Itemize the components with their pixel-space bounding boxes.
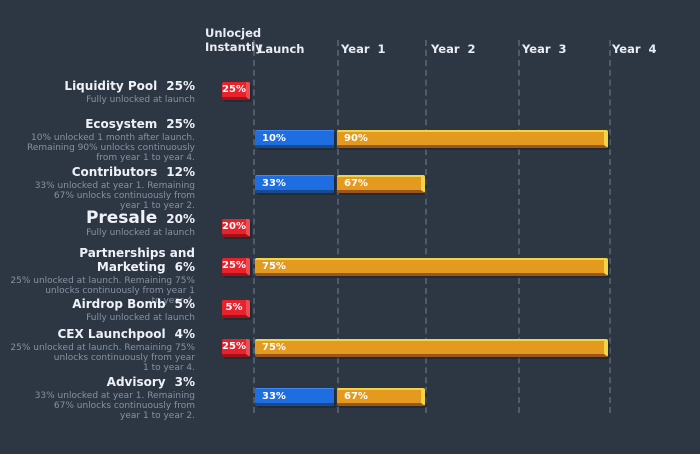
row-title: Presale 20% <box>0 208 195 228</box>
column-header-unlocked-instantly: Unlocjed Instantly <box>205 26 263 54</box>
bar-orange: 75% <box>255 258 608 276</box>
row-label: CEX Launchpool 4% 25% unlocked at launch. … <box>0 327 195 373</box>
row-description: Fully unlocked at launch <box>86 228 195 238</box>
row-name: Contributors <box>71 165 158 179</box>
row-description: Fully unlocked at launch <box>86 313 195 323</box>
bar-orange: 67% <box>337 388 425 406</box>
row-description: 33% unlocked at year 1. Remaining 67% un… <box>34 391 195 421</box>
row-title: Ecosystem 25% <box>0 117 195 131</box>
row-percent: 6% <box>174 260 195 274</box>
bar-value-label: 5% <box>225 302 243 313</box>
bar-red: 5% <box>222 300 250 318</box>
row-label: Contributors 12% 33% unlocked at year 1. R… <box>0 165 195 211</box>
row-description: Fully unlocked at launch <box>86 95 195 105</box>
row-title: Advisory 3% <box>0 375 195 389</box>
bar-value-label: 67% <box>344 391 368 402</box>
bar-blue: 33% <box>255 175 334 193</box>
row-label: Partnerships and Marketing 6% 25% unlocked… <box>0 246 195 306</box>
row-title: CEX Launchpool 4% <box>0 327 196 341</box>
row-title: Partnerships and Marketing 6% <box>0 246 195 274</box>
row-name: Partnerships and Marketing <box>79 246 195 274</box>
row-label: Liquidity Pool 25% Fully unlocked at launc… <box>0 79 195 106</box>
row-description: 25% unlocked at launch. Remaining 75% un… <box>10 276 195 306</box>
row-title: Contributors 12% <box>0 165 195 179</box>
bar-value-label: 75% <box>262 261 286 272</box>
column-header-year-2: Year 2 <box>431 42 476 56</box>
bar-value-label: 67% <box>344 178 368 189</box>
row-description: 10% unlocked 1 month after launch. Remai… <box>27 133 195 163</box>
bar-red: 25% <box>222 82 250 100</box>
row-title: Airdrop Bomb 5% <box>0 297 195 311</box>
column-header-year-1: Year 1 <box>341 42 386 56</box>
bar-orange: 90% <box>337 130 608 148</box>
row-percent: 3% <box>174 375 195 389</box>
bar-value-label: 25% <box>222 341 246 352</box>
row-label: Airdrop Bomb 5% Fully unlocked at launch <box>0 297 195 324</box>
bar-red: 20% <box>222 219 250 237</box>
bar-red: 25% <box>222 339 250 357</box>
row-percent: 12% <box>166 165 195 179</box>
row-percent: 5% <box>174 297 195 311</box>
row-title: Liquidity Pool 25% <box>0 79 195 93</box>
column-header-launch: Launch <box>258 42 305 56</box>
bar-value-label: 10% <box>262 132 286 144</box>
bar-orange: 67% <box>337 175 425 193</box>
row-description: 33% unlocked at year 1. Remaining 67% un… <box>34 181 195 211</box>
bar-value-label: 33% <box>262 390 286 402</box>
bar-value-label: 75% <box>262 342 286 353</box>
row-name: CEX Launchpool <box>57 327 166 341</box>
row-label: Ecosystem 25% 10% unlocked 1 month after l… <box>0 117 195 163</box>
row-name: Advisory <box>106 375 166 389</box>
row-percent: 4% <box>174 327 195 341</box>
row-label: Advisory 3% 33% unlocked at year 1. Remain… <box>0 375 195 421</box>
gridline-year-2 <box>425 40 427 413</box>
bar-value-label: 33% <box>262 177 286 189</box>
gridline-year-4 <box>609 40 611 413</box>
row-percent: 25% <box>166 117 195 131</box>
bar-value-label: 25% <box>222 84 246 95</box>
gridline-year-3 <box>518 40 520 413</box>
row-description: 25% unlocked at launch. Remaining 75% un… <box>10 343 195 373</box>
row-name: Ecosystem <box>85 117 158 131</box>
bar-value-label: 20% <box>222 221 246 232</box>
row-name: Airdrop Bomb <box>72 297 166 311</box>
row-percent: 20% <box>166 212 195 226</box>
column-header-year-4: Year 4 <box>612 42 657 56</box>
row-label: Presale 20% Fully unlocked at launch <box>0 208 195 239</box>
column-header-year-3: Year 3 <box>522 42 567 56</box>
bar-blue: 10% <box>255 130 334 148</box>
bar-value-label: 90% <box>344 133 368 144</box>
row-name: Presale <box>85 208 158 228</box>
bar-red: 25% <box>222 258 250 276</box>
row-percent: 25% <box>166 79 195 93</box>
gridline-year-1 <box>337 40 339 413</box>
row-name: Liquidity Pool <box>64 79 158 93</box>
bar-value-label: 25% <box>222 260 246 271</box>
bar-blue: 33% <box>255 388 334 406</box>
bar-orange: 75% <box>255 339 608 357</box>
gridline-launch <box>253 40 255 413</box>
